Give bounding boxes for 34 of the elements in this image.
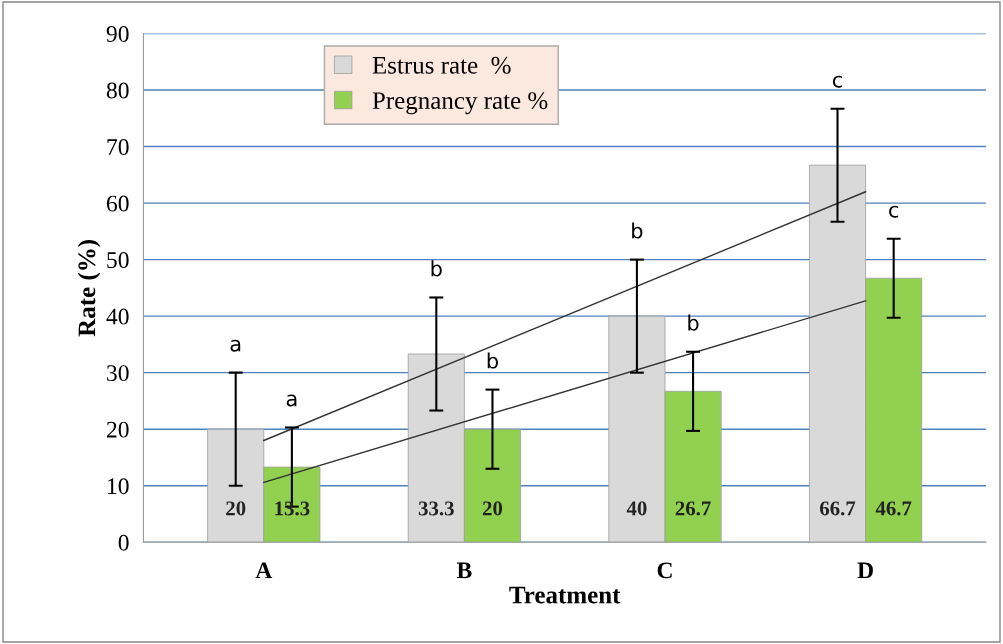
y-tick-label: 20 — [106, 421, 129, 438]
x-tick-label: D — [857, 562, 873, 579]
y-tick-label: 50 — [107, 252, 129, 269]
y-tick-label: 30 — [107, 365, 129, 382]
annotation: b — [688, 314, 699, 331]
y-tick-label: 40 — [106, 308, 129, 325]
x-tick-label: C — [657, 562, 672, 579]
data-label: 46.7 — [875, 501, 912, 516]
x-tick-label: B — [456, 562, 472, 579]
x-axis-title: Treatment — [509, 586, 621, 604]
annotation: a — [286, 394, 297, 407]
y-tick-label: 80 — [106, 82, 129, 99]
data-label: 13.3 — [275, 501, 310, 516]
legend-label: Estrus rate % — [372, 56, 511, 74]
annotation: c — [832, 75, 842, 88]
data-label: 33.3 — [418, 501, 454, 516]
annotation: c — [889, 205, 899, 218]
data-label: 40 — [626, 501, 647, 516]
x-tick-label: A — [255, 562, 273, 579]
data-label: 20 — [482, 501, 503, 516]
data-label: 20 — [226, 501, 246, 516]
annotation: b — [487, 352, 498, 369]
y-tick-label: 0 — [118, 534, 129, 551]
y-tick-label: 60 — [106, 195, 129, 212]
annotation: b — [632, 222, 643, 239]
legend-label: Pregnancy rate % — [372, 92, 548, 115]
y-tick-label: 70 — [107, 139, 129, 155]
data-label: 26.7 — [675, 501, 711, 516]
y-tick-label: 90 — [106, 25, 129, 42]
annotation: b — [431, 260, 442, 277]
y-tick-label: 10 — [108, 478, 129, 495]
y-axis-title: Rate (%) — [77, 240, 101, 337]
data-label: 66.7 — [819, 501, 856, 516]
annotation: a — [230, 339, 241, 352]
